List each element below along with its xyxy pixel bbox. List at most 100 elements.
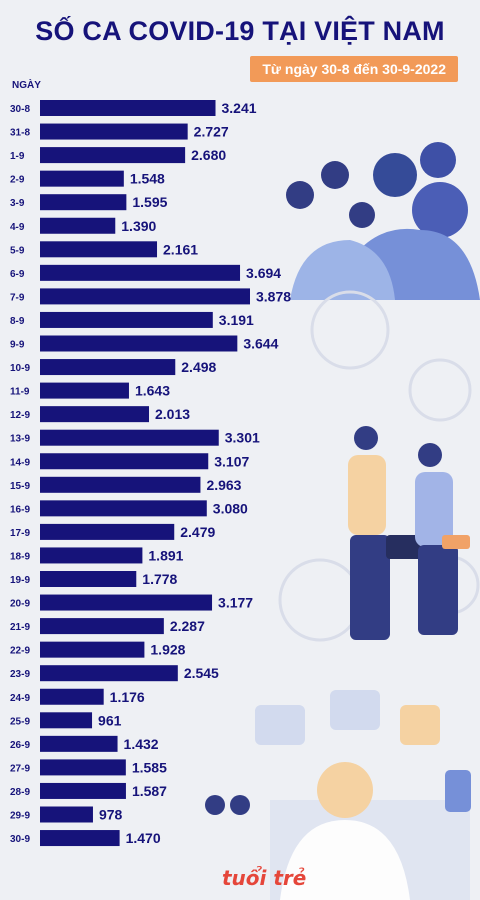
category-label: 30-8 <box>10 104 30 115</box>
category-label: 25-9 <box>10 716 30 727</box>
value-label: 2.479 <box>180 524 215 540</box>
category-label: 19-9 <box>10 575 30 586</box>
value-label: 3.878 <box>256 288 291 304</box>
category-label: 12-9 <box>10 410 30 421</box>
category-label: 7-9 <box>10 292 25 303</box>
category-label: 5-9 <box>10 245 25 256</box>
value-label: 3.644 <box>243 336 278 352</box>
value-label: 1.390 <box>121 218 156 234</box>
value-label: 2.013 <box>155 406 190 422</box>
category-label: 6-9 <box>10 269 25 280</box>
bar <box>40 382 129 399</box>
category-label: 17-9 <box>10 528 30 539</box>
bar <box>40 500 207 517</box>
bar <box>40 123 188 140</box>
category-label: 9-9 <box>10 340 25 351</box>
bar <box>40 641 145 658</box>
bar <box>40 735 118 752</box>
bar <box>40 406 150 423</box>
category-label: 1-9 <box>10 151 25 162</box>
category-label: 10-9 <box>10 363 30 374</box>
value-label: 3.177 <box>218 595 253 611</box>
category-label: 29-9 <box>10 811 30 822</box>
category-label: 16-9 <box>10 504 30 515</box>
value-label: 1.928 <box>150 642 185 658</box>
bar <box>40 453 209 470</box>
bar <box>40 147 186 164</box>
bar <box>40 359 176 376</box>
value-label: 1.432 <box>124 736 159 752</box>
value-label: 3.080 <box>213 500 248 516</box>
value-label: 1.548 <box>130 171 165 187</box>
bar <box>40 311 213 328</box>
value-label: 978 <box>99 807 123 823</box>
category-label: 31-8 <box>10 128 30 139</box>
bar <box>40 217 116 234</box>
value-label: 3.241 <box>222 100 257 116</box>
value-label: 1.891 <box>148 547 183 563</box>
category-label: 4-9 <box>10 222 25 233</box>
category-label: 13-9 <box>10 434 30 445</box>
date-range-badge: Từ ngày 30-8 đến 30-9-2022 <box>250 56 458 82</box>
bar <box>40 665 178 682</box>
bar <box>40 100 216 116</box>
y-axis-title: NGÀY <box>12 80 41 91</box>
bar <box>40 241 158 258</box>
category-label: 22-9 <box>10 646 30 657</box>
category-label: 28-9 <box>10 787 30 798</box>
category-label: 27-9 <box>10 763 30 774</box>
tuoi-tre-logo: tuổi trẻ <box>222 866 307 890</box>
category-label: 21-9 <box>10 622 30 633</box>
bars-group: 30-8 3.241 31-8 2.727 1-9 2.680 2-9 1.548 3-9 1.5… <box>10 100 291 847</box>
bar <box>40 594 213 611</box>
category-label: 8-9 <box>10 316 25 327</box>
value-label: 1.470 <box>126 830 161 846</box>
bar <box>40 782 126 799</box>
value-label: 1.643 <box>135 383 170 399</box>
bar <box>40 571 137 587</box>
bar <box>40 264 241 281</box>
value-label: 2.498 <box>181 359 216 375</box>
category-label: 24-9 <box>10 693 30 704</box>
chart-title: SỐ CA COVID-19 TẠI VIỆT NAM <box>35 16 445 46</box>
value-label: 1.587 <box>132 783 167 799</box>
bar <box>40 335 238 352</box>
bar <box>40 288 250 305</box>
value-label: 2.680 <box>191 147 226 163</box>
bar <box>40 830 120 847</box>
bar <box>40 194 127 211</box>
value-label: 3.694 <box>246 265 281 281</box>
bar <box>40 712 93 729</box>
covid-people-illustration <box>205 142 480 900</box>
bar <box>40 618 164 635</box>
value-label: 2.963 <box>206 477 241 493</box>
value-label: 1.585 <box>132 759 167 775</box>
value-label: 3.107 <box>214 453 249 469</box>
bar <box>40 429 219 446</box>
bar <box>40 523 175 540</box>
value-label: 1.176 <box>110 689 145 705</box>
category-label: 20-9 <box>10 599 30 610</box>
value-label: 961 <box>98 712 122 728</box>
bar <box>40 806 93 823</box>
category-label: 14-9 <box>10 457 30 468</box>
category-label: 3-9 <box>10 198 25 209</box>
value-label: 2.161 <box>163 241 198 257</box>
value-label: 1.778 <box>142 571 177 587</box>
value-label: 3.301 <box>225 430 260 446</box>
value-label: 2.727 <box>194 124 229 140</box>
bar <box>40 170 124 187</box>
bar <box>40 759 126 776</box>
value-label: 2.545 <box>184 665 219 681</box>
value-label: 3.191 <box>219 312 254 328</box>
bar <box>40 688 104 705</box>
category-label: 2-9 <box>10 175 25 186</box>
value-label: 1.595 <box>132 194 167 210</box>
category-label: 26-9 <box>10 740 30 751</box>
category-label: 18-9 <box>10 551 30 562</box>
value-label: 2.287 <box>170 618 205 634</box>
category-label: 11-9 <box>10 387 30 398</box>
bar <box>40 547 143 564</box>
category-label: 15-9 <box>10 481 30 492</box>
